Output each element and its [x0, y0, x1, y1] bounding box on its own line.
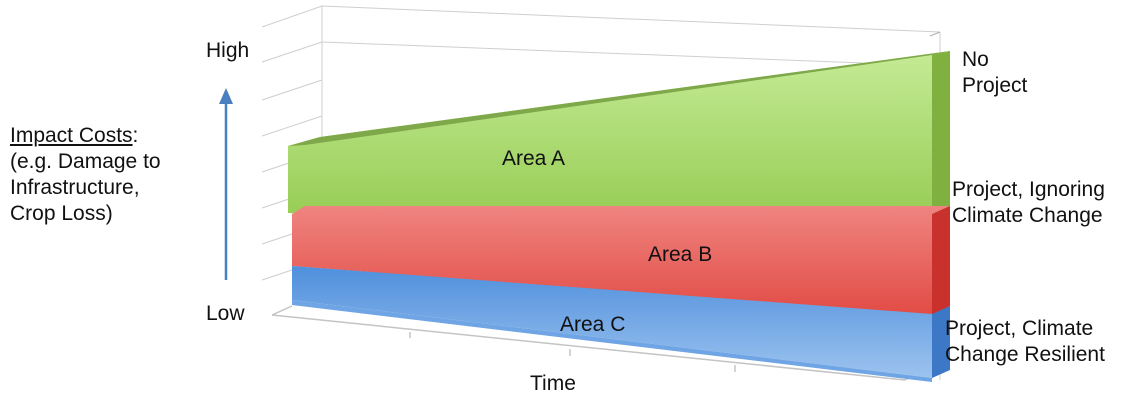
area-b — [292, 206, 950, 316]
area-a-top-face — [288, 51, 950, 146]
y-axis-title-colon: : — [132, 124, 139, 147]
high-label: High — [206, 39, 250, 62]
area-a — [288, 51, 950, 214]
scenario-label-line: Change Resilient — [945, 343, 1105, 366]
scenario-label-line: Project, Climate — [945, 317, 1094, 340]
scenario-label-line: Project, Ignoring — [952, 178, 1105, 201]
scenario-label-ignoring-climate: Project, Ignoring Climate Change — [952, 177, 1105, 229]
area-c-label: Area C — [560, 313, 625, 336]
area-a-label: Area A — [502, 147, 565, 170]
y-axis-title-line-3: Crop Loss) — [10, 202, 113, 225]
x-axis-title: Time — [530, 372, 576, 395]
y-axis-title: Impact Costs: (e.g. Damage to Infrastruc… — [10, 123, 161, 227]
area-b-label: Area B — [648, 243, 712, 266]
up-arrow-icon — [219, 88, 233, 280]
area-c-side-face — [932, 306, 950, 378]
area-a-side-face — [932, 51, 950, 213]
scenario-label-climate-resilient: Project, Climate Change Resilient — [945, 316, 1105, 368]
y-axis-title-main: Impact Costs — [10, 124, 133, 147]
scenario-label-line: Climate Change — [952, 204, 1103, 227]
area-c-bottom-strip — [292, 300, 932, 382]
scenario-label-line: No — [962, 48, 989, 71]
y-axis-title-line-2: Infrastructure, — [10, 176, 140, 199]
area-b-side-face — [932, 206, 950, 316]
area-c — [292, 266, 932, 378]
scenario-label-no-project: No Project — [962, 47, 1027, 99]
y-axis-title-line-1: (e.g. Damage to — [10, 150, 161, 173]
scenario-label-line: Project — [962, 74, 1028, 97]
low-label: Low — [206, 302, 245, 325]
